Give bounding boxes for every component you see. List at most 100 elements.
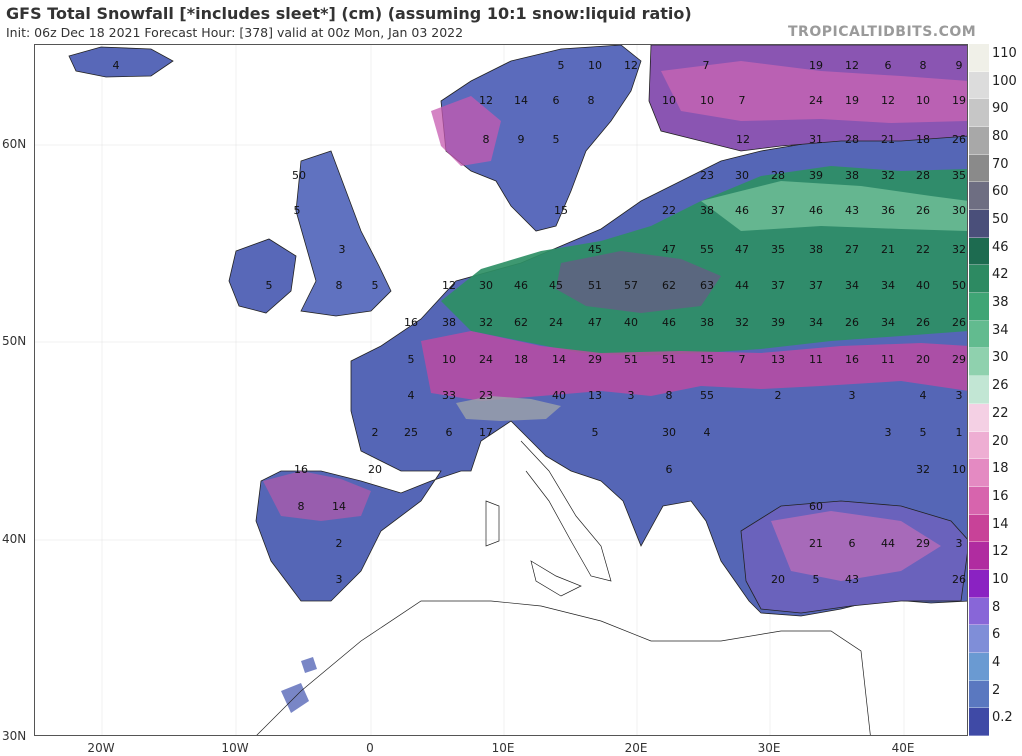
snowfall-value: 43	[845, 573, 859, 586]
snowfall-value: 40	[916, 279, 930, 292]
snowfall-value: 32	[881, 169, 895, 182]
snowfall-value: 38	[442, 316, 456, 329]
lat-label-30n: 30N	[2, 729, 27, 743]
snowfall-value: 25	[404, 426, 418, 439]
snowfall-value: 10	[952, 463, 966, 476]
colorbar-swatch	[969, 376, 989, 404]
snowfall-value: 40	[552, 389, 566, 402]
colorbar-label: 0.2	[992, 710, 1013, 726]
colorbar-level: 34	[969, 320, 1022, 349]
colorbar-level: 16	[969, 486, 1022, 515]
colorbar-swatch	[969, 210, 989, 238]
colorbar-label: 16	[992, 488, 1009, 504]
colorbar-label: 42	[992, 267, 1009, 283]
snowfall-value: 5	[592, 426, 599, 439]
snowfall-value: 26	[916, 316, 930, 329]
snowfall-value: 38	[809, 243, 823, 256]
colorbar-label: 100	[992, 73, 1017, 89]
colorbar-swatch	[969, 127, 989, 155]
colorbar-level: 18	[969, 459, 1022, 487]
snowfall-map[interactable]: 4 5 10 12 7 19 12 6 8 9 12 14 6 8 10 10 7 24 19 12 10 19 8 9 5 12…	[34, 44, 968, 736]
colorbar-swatch	[969, 652, 989, 681]
colorbar-swatch	[969, 182, 989, 211]
colorbar-swatch	[969, 708, 989, 736]
snowfall-value: 30	[662, 426, 676, 439]
colorbar-swatch	[969, 486, 989, 515]
snowfall-value: 21	[809, 537, 823, 550]
snowfall-value: 36	[881, 204, 895, 217]
snowfall-value: 37	[809, 279, 823, 292]
snowfall-value: 35	[771, 243, 785, 256]
snowfall-value: 3	[336, 573, 343, 586]
snowfall-value: 38	[700, 316, 714, 329]
colorbar-label: 4	[992, 654, 1001, 670]
snowfall-value: 8	[920, 59, 927, 72]
snowfall-value: 45	[549, 279, 563, 292]
snowfall-value: 34	[845, 279, 859, 292]
colorbar-label: 60	[992, 184, 1009, 200]
snowfall-value: 19	[952, 94, 966, 107]
snowfall-value: 4	[113, 59, 120, 72]
snowfall-value: 7	[703, 59, 710, 72]
snow-band-iberia	[263, 471, 371, 521]
snowfall-value: 11	[881, 353, 895, 366]
colorbar-level: 30	[969, 348, 1022, 377]
colorbar-label: 26	[992, 378, 1009, 394]
snow-band-magenta-nordic	[431, 96, 501, 166]
colorbar-level: 4	[969, 652, 1022, 681]
colorbar-level: 6	[969, 625, 1022, 653]
snowfall-value: 8	[298, 500, 305, 513]
snowfall-value: 4	[408, 389, 415, 402]
colorbar-swatch	[969, 403, 989, 432]
snowfall-value: 16	[845, 353, 859, 366]
colorbar-label: 34	[992, 322, 1009, 338]
snowfall-value: 15	[700, 353, 714, 366]
snowfall-value: 38	[700, 204, 714, 217]
colorbar-level: 10	[969, 569, 1022, 598]
snowfall-value: 3	[339, 243, 346, 256]
snowfall-value: 60	[809, 500, 823, 513]
snowfall-value: 40	[624, 316, 638, 329]
snowfall-value: 44	[735, 279, 749, 292]
snowfall-value: 6	[666, 463, 673, 476]
snowfall-value: 24	[549, 316, 563, 329]
snowfall-value: 11	[809, 353, 823, 366]
snowfall-value: 46	[735, 204, 749, 217]
lon-label-30e: 30E	[757, 741, 781, 755]
snowfall-value: 16	[404, 316, 418, 329]
lon-label-20w: 20W	[87, 741, 115, 755]
snowfall-value: 30	[952, 204, 966, 217]
snowfall-value: 16	[294, 463, 308, 476]
snowfall-value: 38	[845, 169, 859, 182]
snowfall-value: 10	[588, 59, 602, 72]
colorbar-level: 12	[969, 542, 1022, 570]
snowfall-value: 55	[700, 243, 714, 256]
colorbar-swatch	[969, 625, 989, 653]
snowfall-value: 43	[845, 204, 859, 217]
snowfall-value: 26	[952, 316, 966, 329]
snowfall-value: 26	[952, 573, 966, 586]
colorbar-swatch	[969, 431, 989, 460]
snowfall-value: 51	[624, 353, 638, 366]
colorbar-label: 10	[992, 571, 1009, 587]
snowfall-value: 3	[956, 537, 963, 550]
snowfall-value: 29	[916, 537, 930, 550]
lon-label-20e: 20E	[624, 741, 648, 755]
snowfall-value: 3	[849, 389, 856, 402]
snowfall-value: 6	[885, 59, 892, 72]
snowfall-value: 18	[514, 353, 528, 366]
snowfall-value: 26	[952, 133, 966, 146]
colorbar-swatch	[969, 320, 989, 349]
snowfall-value: 57	[624, 279, 638, 292]
snowfall-value: 17	[479, 426, 493, 439]
snowfall-value: 55	[700, 389, 714, 402]
snowfall-value: 63	[700, 279, 714, 292]
snow-band-anatolia	[771, 511, 941, 581]
lon-label-40e: 40E	[891, 741, 915, 755]
colorbar-level: 38	[969, 293, 1022, 321]
colorbar-label: 22	[992, 405, 1009, 421]
colorbar-level: 22	[969, 403, 1022, 432]
snowfall-value: 14	[514, 94, 528, 107]
snow-band-alps	[456, 396, 561, 421]
snow-band-magenta-central	[421, 331, 967, 401]
